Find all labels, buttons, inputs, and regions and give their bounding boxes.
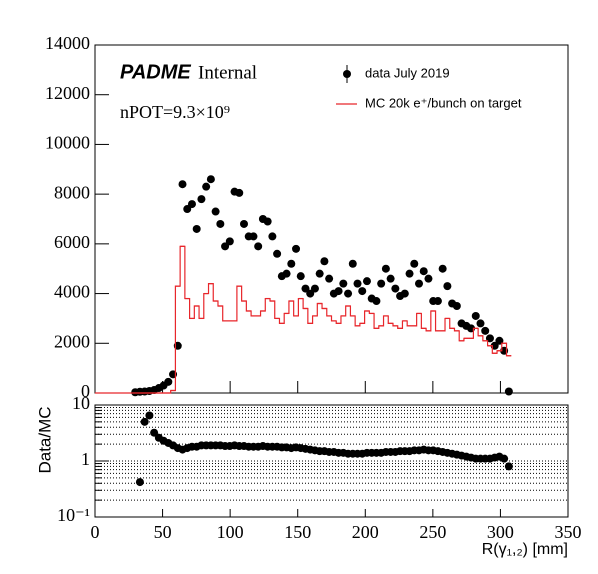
data-point [433,297,442,306]
data-point [221,242,230,251]
y-tick-label: 6000 [54,232,90,252]
x-axis-label: R(γ₁,₂) [mm] [482,541,568,558]
top-frame [94,44,569,394]
data-point [268,232,277,241]
data-point [135,478,144,487]
x-tick-label: 0 [91,522,100,542]
data-point [263,217,272,226]
x-tick-label: 100 [217,522,244,542]
y-tick-label: 0 [81,381,90,401]
data-point [206,175,215,184]
data-point [320,257,329,266]
data-point [192,224,201,233]
data-point [481,326,490,335]
data-point [282,269,291,278]
data-point [211,207,220,216]
data-point [362,277,371,286]
data-point [424,274,433,283]
legend-label: MC 20k e⁺/bunch on target [365,95,522,110]
data-point [400,289,409,298]
data-point [225,237,234,246]
x-tick-label: 350 [555,522,582,542]
data-point [386,274,395,283]
data-point [140,417,149,426]
data-point [216,219,225,228]
legend-marker [343,70,351,78]
y-tick-label: 10 [72,393,90,413]
data-point [334,287,343,296]
y-tick-label: 4000 [54,282,90,302]
data-point [471,311,480,320]
data-point [452,302,461,310]
data-point [287,259,296,268]
data-point [202,182,211,191]
y-tick-label: 10⁻¹ [57,505,90,525]
mc-step-outline [95,245,512,394]
y-tick-label: 2000 [54,331,90,351]
y-tick-label: 14000 [45,33,90,53]
data-point [410,259,419,268]
data-point [178,180,187,189]
data-point [235,188,244,197]
data-point [187,200,196,209]
data-point [500,454,509,463]
annotation: PADME [120,61,191,83]
data-point [301,284,310,293]
x-tick-label: 50 [154,522,172,542]
data-point [419,267,428,276]
data-point [344,289,353,298]
legend-label: data July 2019 [365,65,450,80]
data-point [443,282,452,291]
y-tick-label: 12000 [45,83,90,103]
data-point [150,428,159,437]
y-tick-label: 8000 [54,182,90,202]
data-point [372,297,381,306]
data-point [415,279,424,288]
y-tick-label: 1 [81,449,90,469]
data-point [504,387,513,396]
data-point [292,244,301,253]
data-point [377,279,386,288]
x-tick-label: 200 [352,522,379,542]
data-point [164,377,173,386]
x-tick-label: 250 [419,522,446,542]
y-axis-label: Data/MC [35,406,54,473]
data-point [339,279,348,288]
data-point [254,242,263,251]
data-point [504,462,513,471]
data-point [476,319,485,328]
annotation: nPOT=9.3×10⁹ [120,102,230,122]
data-point [405,269,414,278]
data-point [197,195,206,204]
data-point [239,219,248,228]
data-point [381,264,390,273]
annotation: Internal [198,62,257,83]
y-tick-label: 10000 [45,133,90,153]
data-point [249,232,258,241]
data-point [348,259,357,268]
data-point [391,284,400,293]
data-point [273,249,282,258]
data-point [353,279,362,288]
data-point [310,284,319,293]
x-tick-label: 300 [487,522,514,542]
data-point [315,269,324,278]
data-point [145,411,154,420]
x-tick-label: 150 [284,522,311,542]
data-point [306,289,315,298]
data-point [183,205,192,214]
data-point [325,274,334,283]
data-point [438,264,447,273]
data-point [296,272,305,281]
data-point [358,287,367,296]
